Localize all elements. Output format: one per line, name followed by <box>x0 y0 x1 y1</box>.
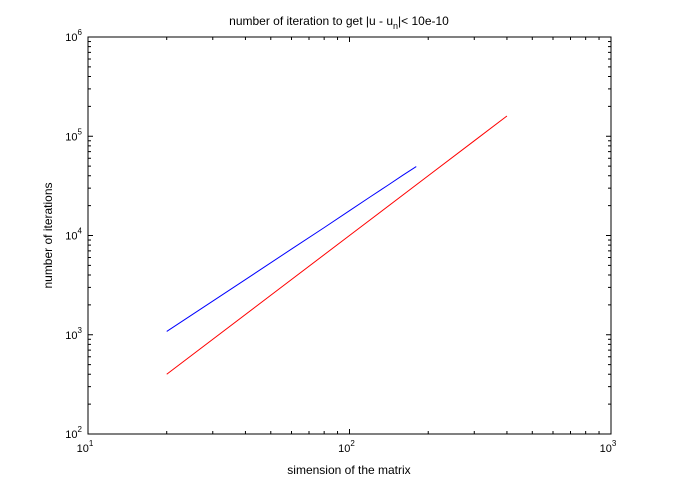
series-line-2 <box>166 115 508 375</box>
series-group <box>166 115 508 375</box>
x-tick-label: 102 <box>338 439 355 455</box>
y-tick-label: 104 <box>65 227 82 243</box>
x-axis-label: simension of the matrix <box>287 463 410 477</box>
x-tick-label: 101 <box>77 439 94 455</box>
chart-title-main: number of iteration to get |u - u <box>229 14 393 28</box>
y-tick-label: 103 <box>65 326 82 342</box>
chart-title-rest: |< 10e-10 <box>398 14 449 28</box>
chart-title: number of iteration to get |u - un|< 10e… <box>229 14 449 31</box>
chart-title-subscript: n <box>393 21 398 31</box>
series-line-1 <box>166 166 417 332</box>
y-tick-label: 106 <box>65 28 82 44</box>
ticks-group <box>87 36 612 435</box>
y-axis-label: number of iterations <box>41 182 55 288</box>
y-tick-label: 105 <box>65 127 82 143</box>
x-tick-label: 103 <box>600 439 617 455</box>
y-tick-label: 102 <box>65 425 82 441</box>
